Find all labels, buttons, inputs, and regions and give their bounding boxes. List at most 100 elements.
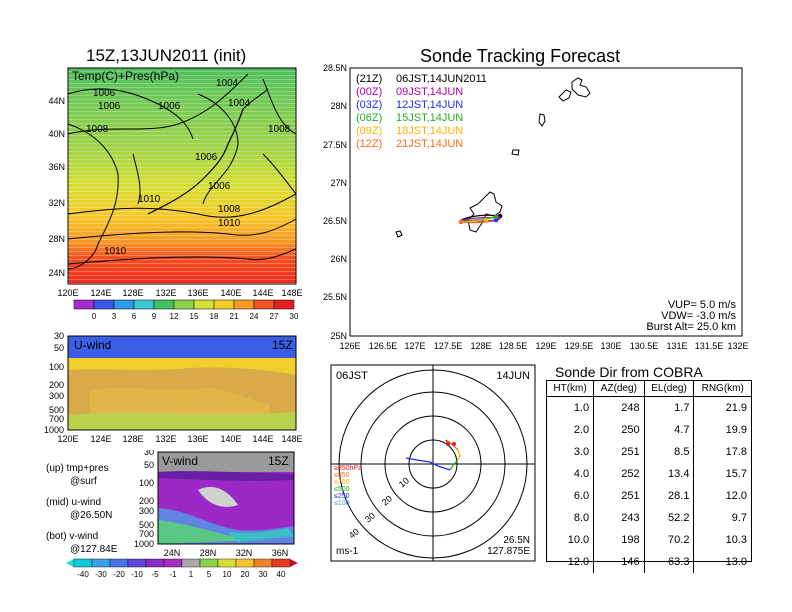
- lon-tick: 128E: [122, 288, 143, 298]
- table-cell: 12.0: [693, 485, 751, 507]
- cobra-title: Sonde Dir from COBRA: [555, 364, 703, 380]
- table-cell: 146: [593, 551, 645, 573]
- layer-label: ≤250: [334, 493, 350, 500]
- layer-label: ≤700: [334, 479, 350, 486]
- cobra-table: HT(km) AZ(deg) EL(deg) RNG(km) 1.0 248 1.7 21.…: [547, 381, 751, 573]
- p-tick: 100: [139, 478, 154, 488]
- layer-label: ≤500: [334, 486, 350, 493]
- legend-00z-tag: (00Z): [356, 86, 382, 98]
- legend-03z-time: 12JST,14JUN: [396, 99, 463, 111]
- lon-tick: 124E: [90, 288, 111, 298]
- table-row: 2.0 250 4.7 19.9: [547, 419, 751, 441]
- v-wind-panel: V-wind 15Z 30 50 100 200 300 500 700 100…: [134, 450, 295, 558]
- lon-tick: 120E: [57, 434, 78, 444]
- wind-tick: 1: [189, 570, 194, 579]
- lon-tick: 127E: [404, 341, 425, 351]
- polar-lat: 26.5N: [503, 535, 530, 546]
- table-header: RNG(km): [693, 381, 751, 397]
- wind-tick: 10: [223, 570, 232, 579]
- vdw-text: VDW= -3.0 m/s: [661, 310, 736, 322]
- table-cell: 9.7: [693, 507, 751, 529]
- table-cell: 4.0: [573, 468, 590, 480]
- table-cell: 2.0: [573, 424, 590, 436]
- table-cell: 243: [593, 507, 645, 529]
- u-panel-label: U-wind: [74, 338, 111, 352]
- table-row: 1.0 248 1.7 21.9: [547, 396, 751, 419]
- table-cell: 251: [593, 441, 645, 463]
- table-cell: 17.8: [693, 441, 751, 463]
- note-mid-level: @26.50N: [70, 510, 113, 521]
- isobar-label: 1006: [208, 181, 231, 192]
- colorbar-tick: 30: [290, 312, 299, 321]
- table-cell: 13.4: [643, 463, 694, 485]
- colorbar-tick: 6: [132, 312, 137, 321]
- legend-12z-time: 21JST,14JUN: [396, 138, 463, 150]
- wind-tick: -30: [95, 570, 107, 579]
- table-cell: 13.0: [693, 551, 751, 573]
- lat-tick: 44N: [48, 96, 65, 106]
- table-cell: 10.0: [567, 534, 590, 546]
- polar-lon: 127.875E: [487, 546, 530, 557]
- lon-tick: 130E: [600, 341, 621, 351]
- lat-tick: 28.5N: [323, 63, 347, 73]
- tracking-map: (21Z) 06JST,14JUN2011 (00Z) 09JST,14JUN …: [323, 63, 749, 351]
- lon-tick: 136E: [187, 434, 208, 444]
- table-cell: 3.0: [573, 446, 590, 458]
- table-cell: 252: [593, 463, 645, 485]
- table-cell: 4.7: [643, 419, 694, 441]
- isobar-label: 1010: [138, 194, 161, 205]
- lat-tick: 36N: [272, 548, 289, 558]
- p-tick: 50: [144, 460, 154, 470]
- isobar-label: 1006: [98, 101, 121, 112]
- lat-tick: 26.5N: [323, 216, 347, 226]
- table-cell: 19.9: [693, 419, 751, 441]
- polar-ring-label: 40: [347, 526, 361, 540]
- table-cell: 8.5: [643, 441, 694, 463]
- table-cell: 15.7: [693, 463, 751, 485]
- p-tick: 100: [49, 362, 64, 372]
- isobar-label: 1006: [93, 88, 116, 99]
- lon-tick: 131.5E: [695, 341, 724, 351]
- wind-tick: -20: [113, 570, 125, 579]
- legend-21z-time: 06JST,14JUN2011: [396, 73, 487, 85]
- lon-tick: 140E: [220, 288, 241, 298]
- wind-tick: 30: [259, 570, 268, 579]
- table-cell: 70.2: [643, 529, 694, 551]
- cobra-table-box: HT(km) AZ(deg) EL(deg) RNG(km) 1.0 248 1.7 21.…: [546, 380, 752, 573]
- lat-tick: 25.5N: [323, 292, 347, 302]
- lon-tick: 131E: [666, 341, 687, 351]
- note-mid: (mid) u-wind: [46, 497, 102, 508]
- lon-tick: 148E: [281, 434, 302, 444]
- lon-tick: 140E: [220, 434, 241, 444]
- colorbar-tick: 0: [92, 312, 97, 321]
- lon-tick: 136E: [187, 288, 208, 298]
- legend-09z-tag: (09Z): [356, 125, 382, 137]
- lon-tick: 127.5E: [434, 341, 463, 351]
- table-row: 4.0 252 13.4 15.7: [547, 463, 751, 485]
- polar-top-right: 14JUN: [496, 370, 530, 382]
- wind-colorbar: -40 -30 -20 -10 -5 -1 1 5 10 20 30 40: [66, 558, 298, 579]
- p-tick: 200: [139, 496, 154, 506]
- table-header: HT(km): [547, 381, 594, 397]
- polar-top-left: 06JST: [336, 370, 368, 382]
- table-cell: 1.0: [573, 402, 590, 414]
- table-row: 6.0 251 28.1 12.0: [547, 485, 751, 507]
- lon-tick: 128E: [470, 341, 491, 351]
- p-tick: 500: [49, 405, 64, 415]
- notes: (up) tmp+pres @surf (mid) u-wind @26.50N…: [46, 462, 117, 556]
- wind-tick: 5: [207, 570, 212, 579]
- table-cell: 63.3: [643, 551, 694, 573]
- note-bot: (bot) v-wind: [46, 531, 99, 542]
- polar-ring-label: 10: [397, 475, 411, 489]
- table-cell: 12.0: [567, 556, 590, 568]
- table-cell: 52.2: [643, 507, 694, 529]
- legend-03z-tag: (03Z): [356, 99, 382, 111]
- wind-tick: -10: [131, 570, 143, 579]
- lat-tick: 32N: [236, 548, 253, 558]
- p-tick: 1000: [134, 539, 154, 549]
- table-cell: 6.0: [573, 490, 590, 502]
- lat-tick: 26N: [330, 254, 347, 264]
- p-tick: 1000: [44, 425, 64, 435]
- legend-09z-time: 18JST,14JUN: [396, 125, 463, 137]
- lon-tick: 120E: [57, 288, 78, 298]
